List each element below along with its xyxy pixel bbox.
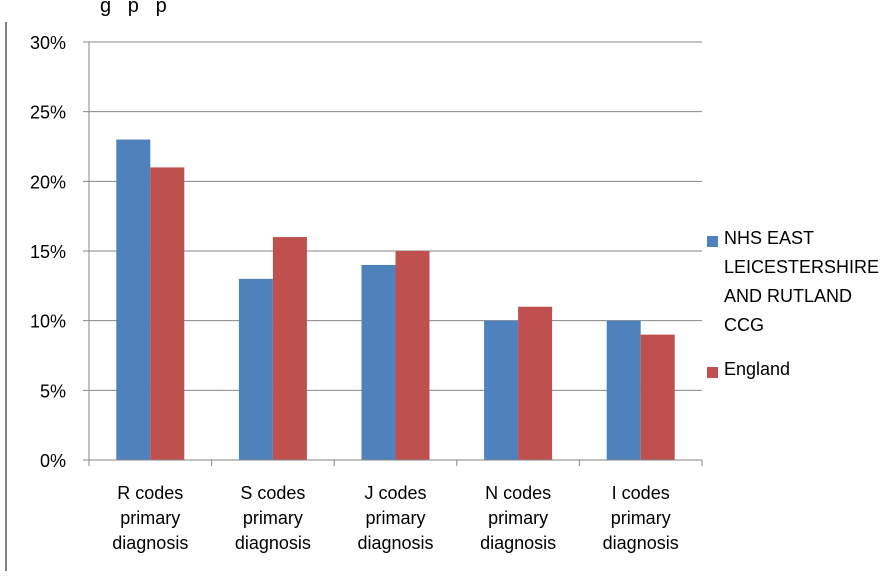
legend-label: NHS EAST [724,228,814,248]
y-tick-label: 20% [30,172,66,192]
y-tick-label: 25% [30,103,66,123]
x-tick-label: N codes [485,483,551,503]
x-tick-label: J codes [364,483,426,503]
bar [272,237,307,460]
bar [518,306,553,460]
x-tick-label: I codes [612,483,670,503]
legend-label: CCG [724,315,764,335]
bar [361,264,396,460]
bar [150,167,185,460]
y-tick-label: 0% [40,451,66,471]
bars [116,139,675,461]
bar [116,139,151,461]
legend-label: AND RUTLAND [724,286,852,306]
bar [395,251,430,460]
x-tick-label: R codes [117,483,183,503]
x-tick-label: diagnosis [603,533,679,553]
legend: NHS EAST LEICESTERSHIRE AND RUTLAND CCG Engl… [707,228,879,379]
y-tick-label: 15% [30,242,66,262]
x-tick-label: diagnosis [235,533,311,553]
legend-swatch [707,367,718,378]
x-tick-label: primary [243,508,303,528]
bar [484,320,519,460]
y-tick-label: 10% [30,312,66,332]
x-tick-label: primary [365,508,425,528]
x-tick-label: diagnosis [112,533,188,553]
x-tick-label: primary [611,508,671,528]
x-tick-label: diagnosis [357,533,433,553]
legend-label: England [724,359,790,379]
bar [238,278,273,460]
axes: 0% 5% 10% 15% 20% 25% 30% R codes primary diagnos… [30,33,703,553]
legend-swatch [707,236,718,247]
chart-title-fragment: g p p [100,0,167,17]
bar [606,320,641,460]
x-tick-label: S codes [240,483,305,503]
y-tick-label: 5% [40,381,66,401]
bar [640,334,675,460]
x-tick-label: primary [488,508,548,528]
y-tick-label: 30% [30,33,66,53]
x-tick-label: diagnosis [480,533,556,553]
legend-label: LEICESTERSHIRE [724,257,879,277]
x-tick-label: primary [120,508,180,528]
